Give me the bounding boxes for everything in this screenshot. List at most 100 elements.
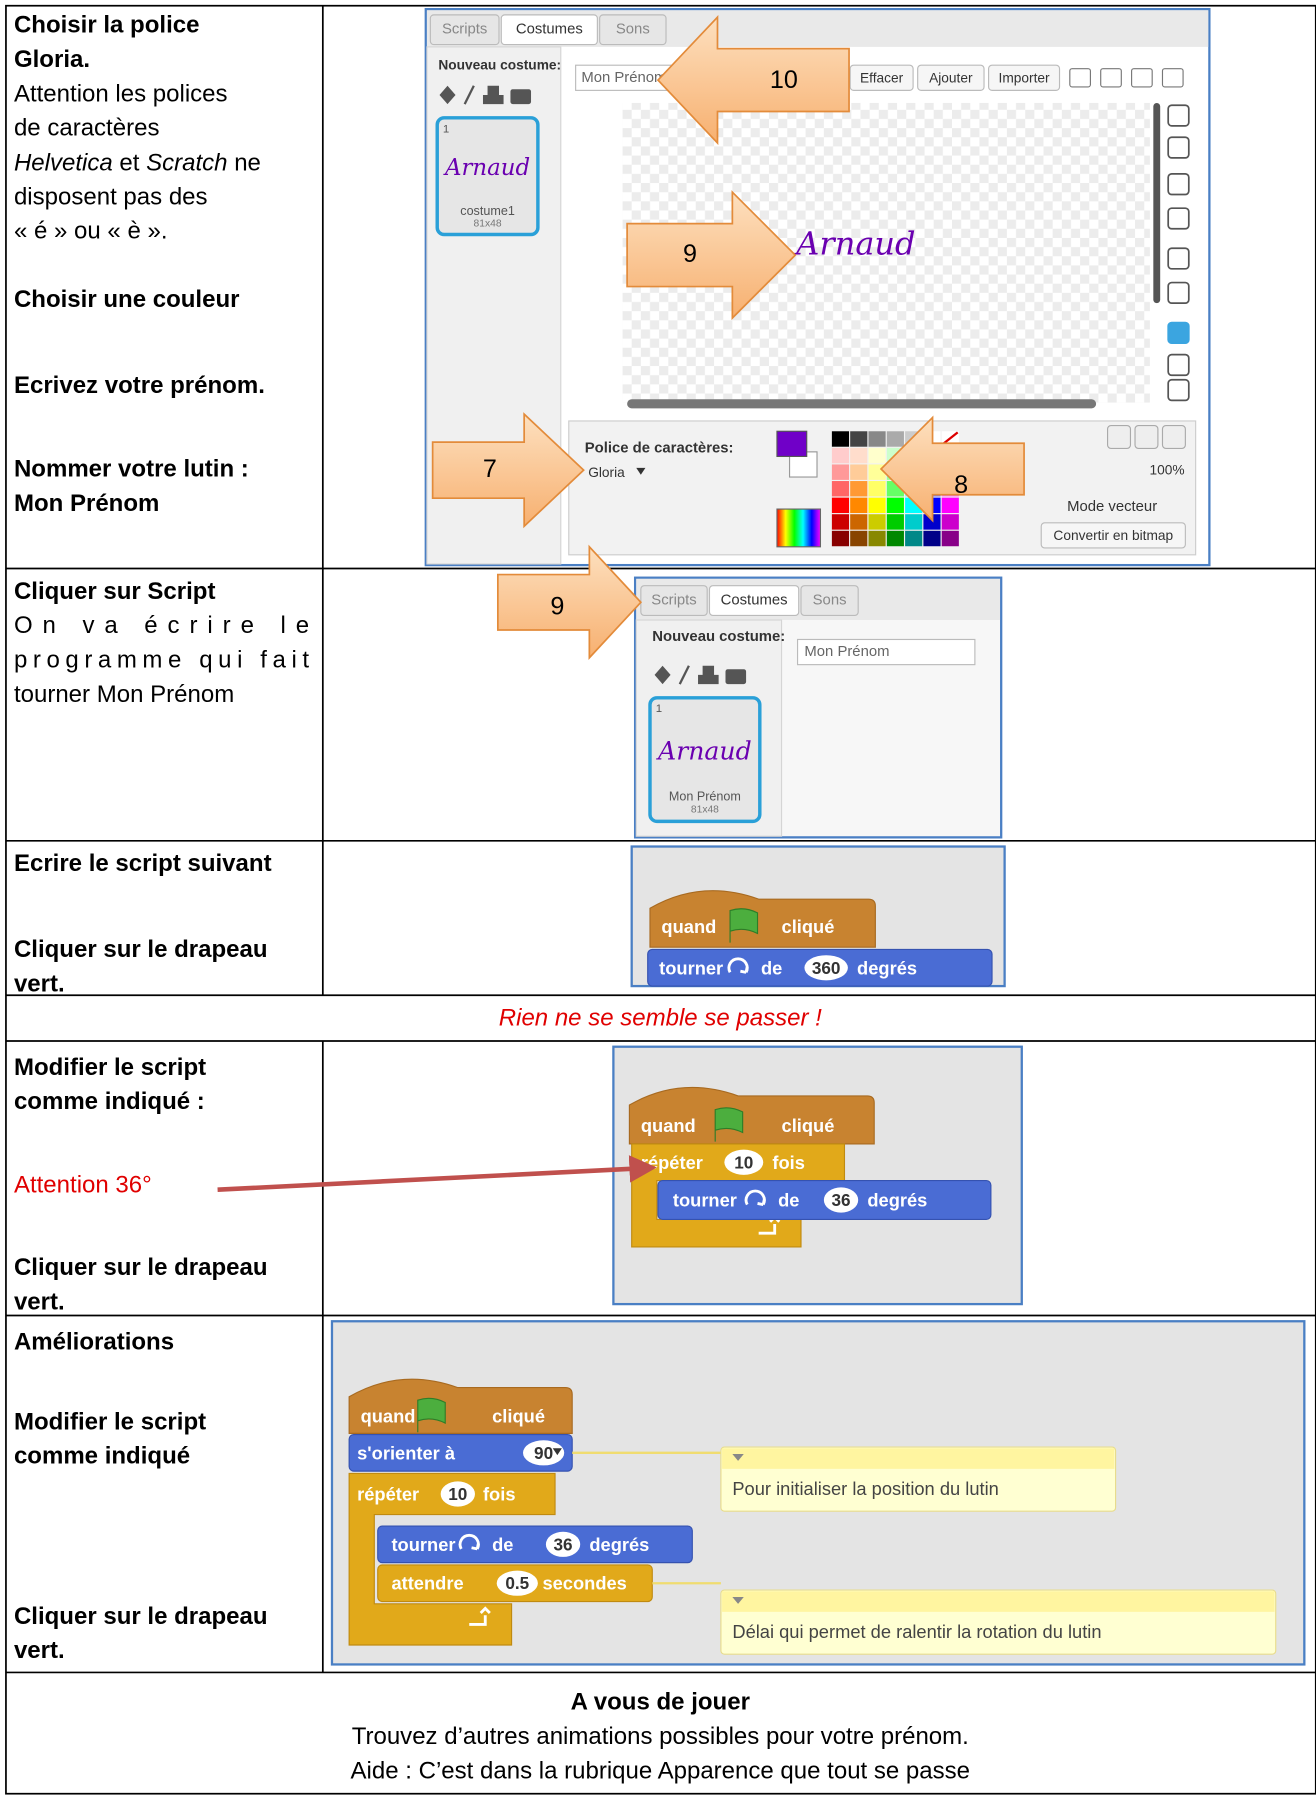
zoom-button[interactable]: [1134, 424, 1159, 449]
button[interactable]: [917, 64, 985, 91]
palette-color[interactable]: [886, 530, 904, 547]
palette-color[interactable]: [850, 514, 868, 530]
callout-arrow: [496, 544, 643, 660]
zoom-button[interactable]: [1107, 424, 1132, 449]
palette-color[interactable]: [868, 497, 886, 514]
number-input[interactable]: [823, 1187, 859, 1213]
palette-color[interactable]: [886, 431, 904, 447]
tool-icon[interactable]: [1167, 281, 1190, 305]
instruction-line: Helvetica et Scratch ne: [14, 149, 261, 176]
callout-number: 9: [683, 240, 697, 268]
number-input[interactable]: [496, 1570, 538, 1596]
costume-thumbnail[interactable]: [435, 116, 540, 237]
tab[interactable]: [429, 14, 500, 46]
tool-icon[interactable]: [1167, 207, 1190, 230]
palette-color[interactable]: [868, 481, 886, 497]
instruction-line: Cliquer sur le drapeau: [14, 1254, 268, 1281]
palette-color[interactable]: [923, 514, 941, 530]
palette-color[interactable]: [831, 497, 850, 514]
number-value[interactable]: 90: [534, 1443, 553, 1463]
number-value[interactable]: 36: [554, 1534, 573, 1554]
palette-color[interactable]: [850, 447, 868, 464]
button[interactable]: [1040, 522, 1186, 549]
instruction-line: tourner Mon Prénom: [14, 681, 234, 708]
callout-arrow: [626, 190, 797, 321]
button[interactable]: [849, 64, 914, 91]
tab-label[interactable]: Sons: [616, 22, 650, 38]
palette-color[interactable]: [868, 431, 886, 447]
palette-color[interactable]: [831, 530, 850, 547]
font-select[interactable]: Gloria: [588, 465, 625, 480]
palette-color[interactable]: [868, 514, 886, 530]
tab[interactable]: [500, 14, 598, 46]
instruction-line: « é » ou « è ».: [14, 218, 168, 245]
tab[interactable]: [800, 585, 859, 617]
number-value[interactable]: 0.5: [505, 1573, 529, 1593]
tab[interactable]: [708, 585, 800, 617]
tool-icon[interactable]: [1167, 173, 1190, 196]
number-value[interactable]: 360: [812, 958, 841, 978]
palette-color[interactable]: [868, 530, 886, 547]
instruction-fragment: Scratch: [146, 149, 227, 176]
number-value[interactable]: 36: [831, 1190, 850, 1210]
tool-icon[interactable]: [1167, 136, 1190, 159]
palette-color[interactable]: [886, 514, 904, 530]
number-value[interactable]: 10: [448, 1484, 467, 1504]
costume-thumbnail[interactable]: [648, 696, 762, 824]
palette-color[interactable]: [923, 530, 941, 547]
tab-label[interactable]: Costumes: [721, 593, 788, 609]
tab-label[interactable]: Costumes: [516, 22, 583, 38]
palette-color[interactable]: [831, 431, 850, 447]
callout-number: 7: [483, 455, 497, 483]
palette-color[interactable]: [850, 464, 868, 480]
instruction-line: Gloria.: [14, 46, 90, 73]
number-value[interactable]: 10: [734, 1152, 753, 1172]
number-input[interactable]: [523, 1440, 565, 1466]
button-label[interactable]: Convertir en bitmap: [1053, 528, 1173, 543]
palette-color[interactable]: [941, 497, 959, 514]
palette-color[interactable]: [850, 481, 868, 497]
button-label[interactable]: Effacer: [860, 70, 904, 85]
button[interactable]: [988, 64, 1061, 91]
text-input[interactable]: [796, 638, 976, 666]
palette-color[interactable]: [886, 497, 904, 514]
palette-color[interactable]: [850, 431, 868, 447]
palette-color[interactable]: [850, 497, 868, 514]
palette-color[interactable]: [831, 447, 850, 464]
block-text: secondes: [542, 1573, 626, 1594]
palette-color[interactable]: [850, 530, 868, 547]
palette-color[interactable]: [905, 530, 923, 547]
palette-color[interactable]: [868, 447, 886, 464]
instruction-line: disposent pas des: [14, 183, 208, 210]
palette-color[interactable]: [831, 514, 850, 530]
palette-color[interactable]: [905, 514, 923, 530]
palette-color[interactable]: [831, 464, 850, 480]
button-label[interactable]: Importer: [999, 70, 1051, 85]
number-input[interactable]: [804, 955, 848, 981]
comment-toggle[interactable]: [732, 1453, 744, 1461]
tab-label[interactable]: Scripts: [651, 593, 696, 609]
instruction-line: Cliquer sur Script: [14, 578, 216, 605]
number-input[interactable]: [724, 1149, 764, 1175]
number-input[interactable]: [545, 1531, 581, 1557]
tab[interactable]: [599, 14, 667, 46]
comment-toggle[interactable]: [732, 1596, 744, 1604]
tab-label[interactable]: Scripts: [442, 22, 487, 38]
label: Police de caractères:: [585, 440, 734, 456]
tool-icon[interactable]: [1167, 378, 1190, 402]
palette-color[interactable]: [941, 514, 959, 530]
tool-icon[interactable]: [1167, 353, 1190, 377]
zoom-button[interactable]: [1161, 424, 1186, 449]
palette-color[interactable]: [831, 481, 850, 497]
tab-label[interactable]: Sons: [813, 593, 847, 609]
closing-line: A vous de jouer: [571, 1689, 750, 1716]
tool-icon[interactable]: [1167, 104, 1190, 127]
tab[interactable]: [640, 585, 708, 617]
number-input[interactable]: [440, 1481, 475, 1507]
icon: [698, 665, 719, 685]
tool-icon[interactable]: [1167, 321, 1190, 345]
palette-color[interactable]: [941, 530, 959, 547]
button-label[interactable]: Ajouter: [929, 70, 973, 85]
tool-icon[interactable]: [1167, 247, 1190, 270]
tool-icon: [1069, 68, 1091, 88]
